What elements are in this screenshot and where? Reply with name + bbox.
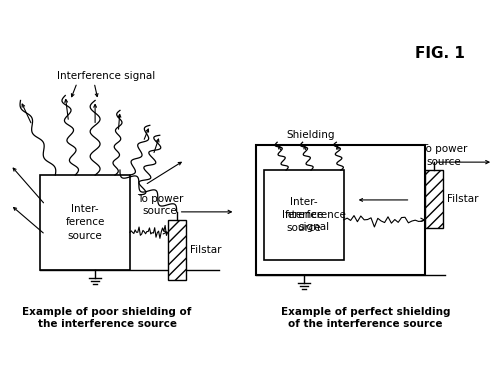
Bar [256, 145, 426, 274]
Text: of the interference source: of the interference source [288, 320, 443, 329]
Text: Inter-
ference
source: Inter- ference source [66, 204, 105, 240]
Bar [426, 170, 444, 228]
Bar [168, 220, 186, 279]
Text: Example of poor shielding of: Example of poor shielding of [22, 308, 192, 317]
Text: To power
source: To power source [136, 194, 183, 216]
Text: Interference signal: Interference signal [58, 70, 156, 81]
Text: the interference source: the interference source [38, 320, 176, 329]
Text: Filstar: Filstar [448, 194, 479, 204]
Text: Filstar: Filstar [190, 244, 221, 255]
Text: Shielding: Shielding [286, 130, 335, 140]
Bar [40, 175, 130, 270]
Text: Interference
signal: Interference signal [282, 210, 346, 232]
Bar [264, 170, 344, 260]
Text: Inter-
ference
source: Inter- ference source [284, 196, 324, 233]
Text: FIG. 1: FIG. 1 [416, 46, 466, 61]
Text: Example of perfect shielding: Example of perfect shielding [281, 308, 450, 317]
Text: To power
source: To power source [421, 144, 468, 166]
